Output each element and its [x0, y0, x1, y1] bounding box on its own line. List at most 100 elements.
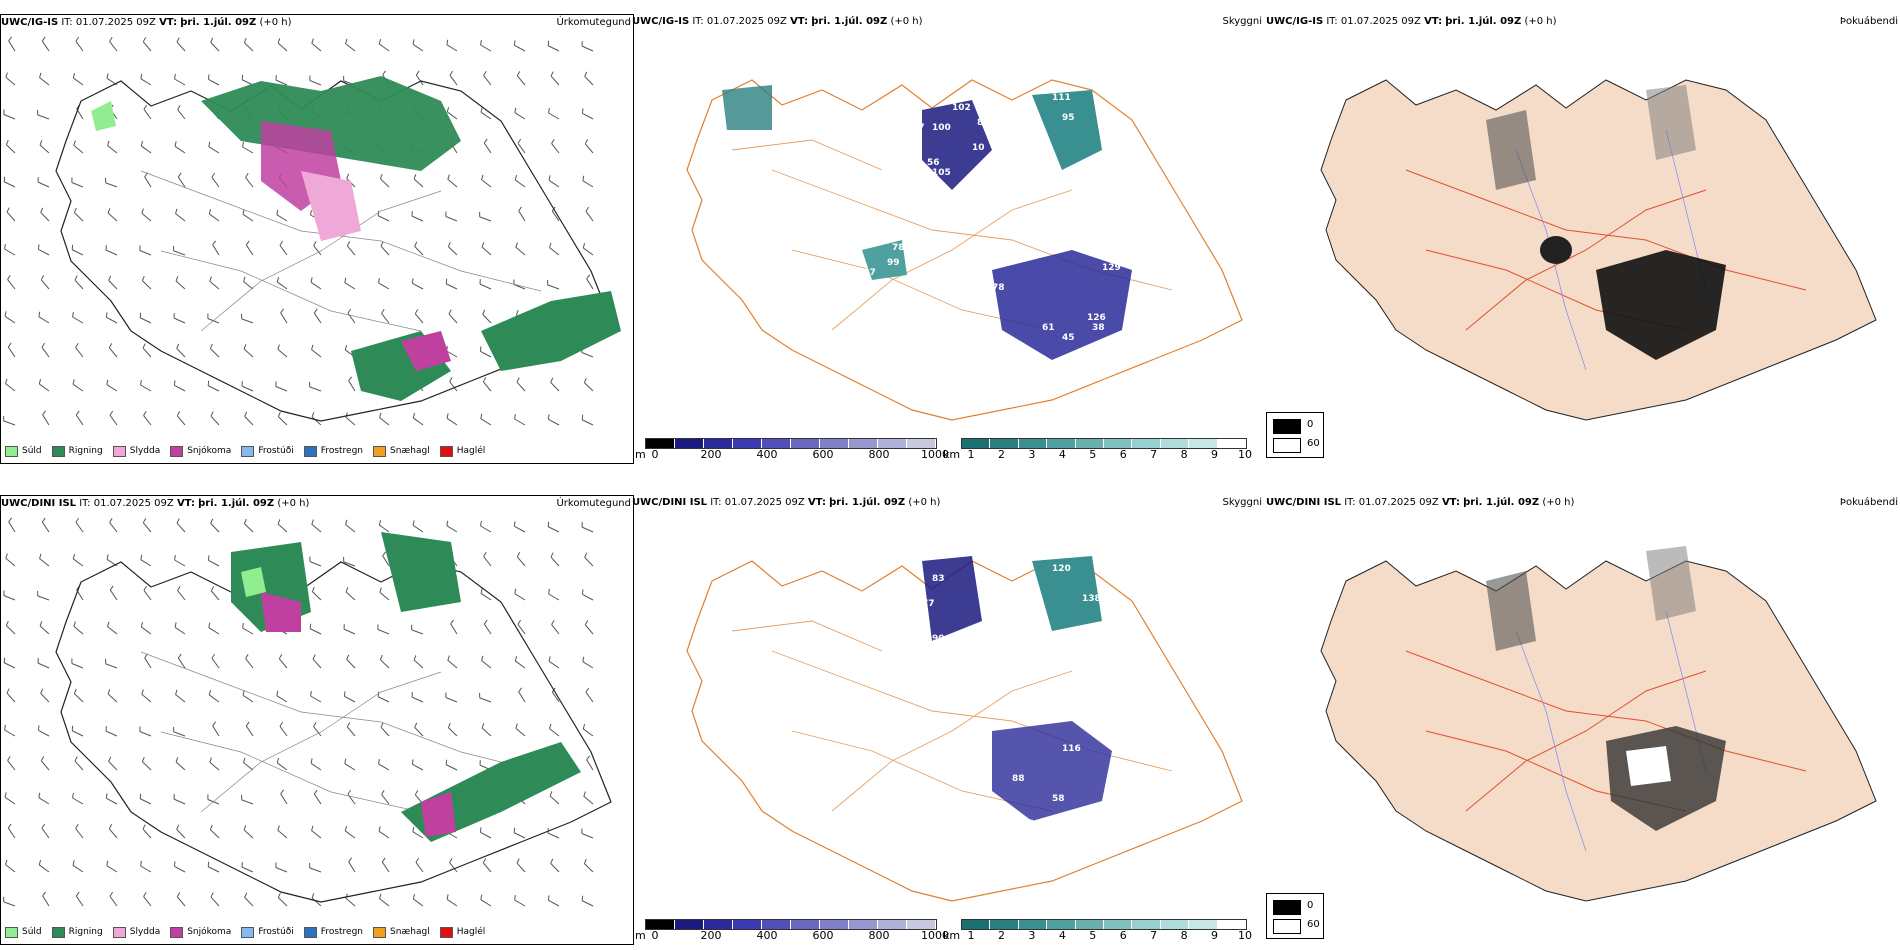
wind-barb-flag	[550, 71, 554, 77]
precip-legend-swatch	[112, 445, 126, 457]
visibility-map: 120 138 83 77 90 64 116 168 88 58 79	[686, 556, 1243, 902]
wind-barb	[412, 524, 424, 533]
wind-barb	[446, 898, 458, 907]
wind-barb	[415, 861, 424, 873]
wind-barb	[518, 210, 526, 222]
wind-barb	[74, 279, 84, 290]
wind-barb	[209, 280, 220, 290]
wind-barb-flag	[40, 688, 44, 694]
wind-barb-flag	[242, 209, 245, 215]
fog-panel-bottom: UWC/DINI ISL IT: 01.07.2025 09Z VT: þri.…	[1266, 495, 1900, 943]
wind-barb-flag	[582, 723, 586, 730]
precip-legend-swatch	[439, 926, 453, 938]
wind-barb-flag	[207, 74, 210, 80]
wind-barb	[210, 523, 220, 533]
wind-barb-flag	[242, 141, 244, 148]
wind-barb	[412, 831, 424, 839]
wind-barb	[483, 142, 492, 154]
wind-barb-flag	[141, 689, 144, 695]
vt-label: VT:	[790, 16, 809, 27]
wind-barb-flag	[142, 824, 146, 830]
wind-barb-flag	[243, 518, 247, 524]
colorbar-segment	[762, 439, 791, 448]
colorbar-segment	[820, 439, 849, 448]
wind-barb-flag	[107, 621, 110, 627]
wind-barb	[481, 246, 492, 256]
ceiling-label: 85	[977, 118, 990, 128]
wind-barb	[311, 897, 322, 907]
wind-barb	[344, 763, 356, 771]
ceiling-label: 111	[1052, 93, 1071, 103]
wind-barb-flag	[5, 620, 9, 626]
wind-barb	[581, 833, 594, 839]
iceland-outline	[686, 560, 1243, 902]
wind-barb-flag	[73, 140, 76, 146]
wind-barb	[140, 384, 152, 392]
wind-barb-flag	[550, 552, 554, 558]
wind-barb-flag	[411, 278, 414, 284]
ceiling-label: 95	[1062, 113, 1075, 123]
wind-barb-flag	[483, 138, 488, 144]
wind-barb	[586, 759, 594, 771]
wind-barb-flag	[41, 823, 46, 829]
colorbar-segment	[1018, 439, 1048, 448]
wind-barb	[41, 827, 50, 839]
wind-barb-flag	[72, 379, 75, 385]
wind-barb	[176, 829, 186, 839]
wind-barb	[411, 696, 424, 703]
wind-barb	[140, 626, 152, 635]
wind-barb	[309, 80, 322, 86]
wind-barb	[378, 43, 390, 52]
wind-barb-flag	[313, 789, 318, 795]
wind-barb	[411, 629, 424, 635]
precip-legend-item: Snæhagl	[373, 445, 430, 457]
ceiling-tick: 800	[868, 929, 890, 942]
wind-barb	[280, 312, 288, 324]
visibility-tick: 1	[967, 929, 975, 942]
wind-barb	[75, 895, 84, 907]
wind-barb	[39, 625, 50, 635]
vt-label: VT:	[1441, 497, 1460, 508]
wind-barb-flag	[4, 311, 7, 317]
precip-legend-item: Snæhagl	[373, 926, 430, 938]
wind-barb-flag	[73, 688, 77, 694]
wind-barb-flag	[276, 209, 279, 215]
wind-barb	[41, 521, 50, 533]
wind-barb	[210, 590, 220, 601]
wind-barb	[581, 526, 594, 533]
wind-barb-flag	[72, 553, 76, 560]
roads	[140, 651, 542, 813]
wind-barb-flag	[586, 755, 591, 761]
wind-barb	[582, 112, 594, 120]
wind-barb	[548, 179, 560, 188]
precip-legend-swatch	[51, 926, 65, 938]
wind-barb-flag	[412, 893, 416, 900]
wind-barb	[414, 313, 424, 324]
wind-barb	[209, 761, 220, 771]
wind-barb-flag	[480, 588, 483, 594]
wind-barb	[517, 142, 526, 154]
colorbar-segment	[733, 920, 762, 929]
wind-barb	[414, 246, 424, 256]
wind-barb-flag	[581, 108, 584, 114]
wind-barb	[344, 282, 356, 290]
wind-barb-flag	[7, 274, 11, 280]
colorbar-segment	[990, 439, 1019, 448]
wind-barb	[177, 657, 186, 669]
wind-barb	[245, 725, 254, 737]
colorbar-segment	[962, 920, 991, 929]
param-name: Skyggni	[1222, 16, 1262, 27]
colorbar-segment	[646, 439, 675, 448]
precip-legend-label: Snjókoma	[187, 927, 232, 937]
wind-barb	[276, 695, 288, 703]
wind-barb-flag	[210, 586, 215, 592]
wind-barb	[5, 76, 16, 86]
wind-barb-flag	[207, 555, 210, 561]
wind-barb	[212, 244, 220, 256]
ceiling-tick: 800	[868, 448, 890, 461]
wind-barb	[176, 348, 186, 358]
wind-barb-flag	[514, 655, 518, 662]
wind-barb-flag	[551, 138, 555, 144]
colorbar-segment	[990, 920, 1019, 929]
wind-barb	[277, 829, 288, 839]
